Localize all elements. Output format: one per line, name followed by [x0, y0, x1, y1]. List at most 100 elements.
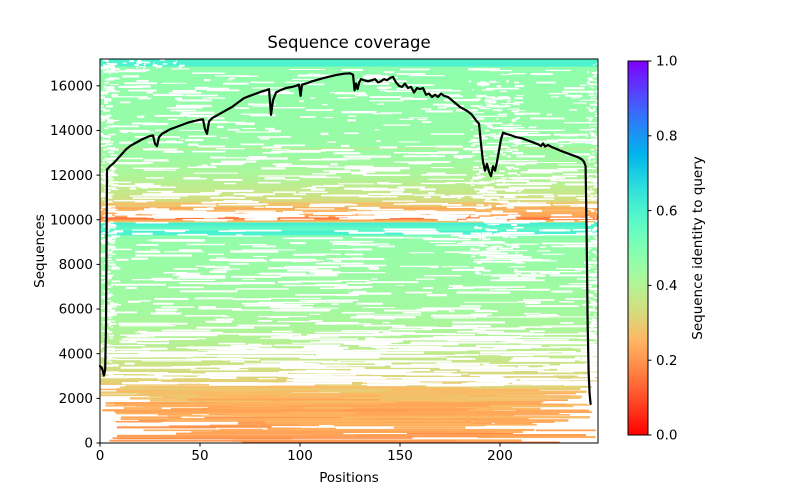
- msa-gap: [363, 174, 411, 176]
- msa-gap: [452, 268, 485, 271]
- msa-gap: [177, 277, 226, 279]
- msa-gap: [136, 355, 153, 358]
- msa-gap: [502, 234, 543, 236]
- msa-gap: [340, 144, 350, 148]
- msa-gap: [168, 286, 204, 289]
- msa-gap: [348, 115, 356, 117]
- msa-gap: [500, 316, 550, 318]
- msa-gap: [374, 363, 392, 366]
- msa-gap: [335, 216, 384, 218]
- msa-gap: [110, 242, 115, 244]
- msa-gap: [321, 158, 371, 160]
- msa-gap: [135, 254, 192, 257]
- msa-row-segment: [115, 420, 163, 423]
- msa-gap: [496, 232, 503, 235]
- msa-gap: [471, 139, 483, 142]
- msa-gap: [229, 260, 267, 262]
- colorbar: [627, 60, 649, 436]
- msa-gap: [120, 101, 131, 104]
- msa-gap: [470, 195, 483, 198]
- msa-gap: [593, 348, 597, 350]
- msa-row-segment: [149, 399, 265, 402]
- msa-gap: [493, 241, 501, 243]
- msa-gap: [106, 115, 111, 118]
- msa-gap: [590, 300, 596, 303]
- msa-gap: [421, 121, 432, 123]
- msa-gap: [337, 279, 370, 281]
- msa-row-segment: [294, 427, 337, 430]
- msa-gap: [587, 77, 593, 80]
- msa-gap: [371, 278, 378, 280]
- msa-gap: [506, 229, 517, 232]
- msa-gap: [108, 317, 112, 319]
- msa-gap: [504, 129, 510, 131]
- msa-gap: [106, 343, 110, 346]
- msa-gap: [477, 146, 484, 150]
- msa-gap: [474, 266, 485, 269]
- msa-gap: [295, 294, 355, 296]
- msa-gap: [570, 97, 581, 99]
- colorbar-tick-label: 0.8: [656, 129, 677, 145]
- msa-gap: [129, 187, 137, 190]
- msa-gap: [244, 363, 320, 365]
- msa-row-segment: [393, 426, 466, 429]
- msa-row-segment: [430, 411, 592, 413]
- msa-gap: [101, 307, 105, 309]
- msa-gap: [106, 329, 109, 332]
- msa-gap: [259, 93, 268, 96]
- msa-gap: [195, 86, 209, 89]
- msa-gap: [594, 236, 598, 238]
- msa-gap: [454, 156, 472, 159]
- msa-gap: [468, 68, 501, 71]
- msa-gap: [240, 143, 264, 146]
- msa-gap: [553, 220, 575, 222]
- msa-gap: [380, 112, 402, 114]
- msa-gap: [175, 104, 212, 108]
- msa-gap: [517, 201, 521, 204]
- msa-gap: [399, 265, 432, 268]
- msa-gap: [509, 123, 514, 125]
- msa-gap: [509, 150, 513, 153]
- msa-gap: [490, 126, 493, 129]
- msa-gap: [596, 211, 598, 214]
- msa-gap: [103, 139, 108, 142]
- msa-gap: [108, 373, 114, 376]
- msa-gap: [324, 117, 333, 119]
- msa-gap: [473, 178, 480, 180]
- msa-gap: [568, 283, 598, 285]
- msa-gap: [210, 162, 243, 166]
- msa-gap: [339, 217, 375, 220]
- msa-gap: [106, 69, 111, 71]
- msa-gap: [261, 146, 282, 149]
- msa-gap: [498, 113, 507, 116]
- msa-gap: [398, 210, 438, 212]
- msa-gap: [265, 177, 286, 180]
- msa-gap: [172, 274, 201, 277]
- msa-gap: [592, 305, 595, 308]
- msa-gap: [596, 85, 598, 87]
- msa-gap: [483, 134, 490, 136]
- msa-row-segment: [191, 431, 498, 433]
- msa-gap: [367, 384, 407, 387]
- msa-gap: [216, 257, 227, 259]
- msa-gap: [278, 374, 313, 377]
- msa-gap: [333, 152, 361, 155]
- msa-gap: [322, 103, 328, 106]
- msa-gap: [589, 334, 596, 336]
- msa-gap: [594, 335, 596, 338]
- msa-gap: [587, 333, 593, 335]
- msa-gap: [514, 81, 520, 84]
- msa-gap: [154, 373, 243, 376]
- msa-gap: [106, 304, 114, 307]
- msa-gap: [596, 124, 598, 127]
- y-tick-label: 0: [84, 436, 93, 452]
- msa-gap: [527, 169, 578, 172]
- msa-gap: [585, 362, 598, 365]
- msa-gap: [120, 341, 137, 344]
- msa-gap: [103, 335, 106, 338]
- msa-gap: [411, 363, 480, 366]
- msa-gap: [383, 331, 416, 334]
- msa-gap: [332, 259, 342, 262]
- msa-gap: [271, 336, 313, 338]
- msa-gap: [592, 197, 594, 200]
